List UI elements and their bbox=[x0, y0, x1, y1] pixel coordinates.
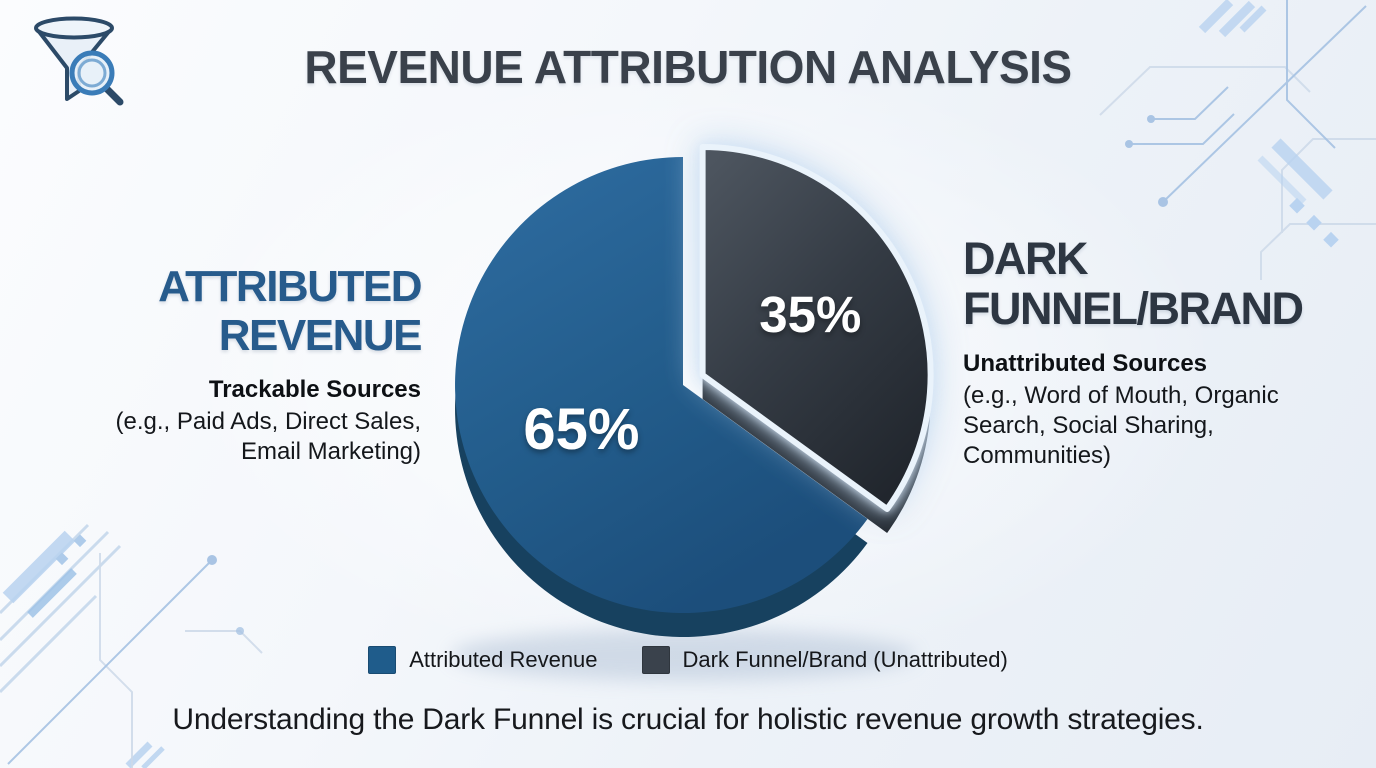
pie-slice-label: 35% bbox=[759, 286, 861, 343]
chart-legend: Attributed Revenue Dark Funnel/Brand (Un… bbox=[0, 646, 1376, 674]
pie-slice-dark-funnel bbox=[699, 144, 934, 512]
circuit-blue-traces bbox=[1129, 0, 1367, 203]
magnifier-handle bbox=[102, 84, 124, 106]
pie-slice-label: 65% bbox=[523, 397, 639, 462]
footer-caption: Understanding the Dark Funnel is crucial… bbox=[172, 703, 1204, 736]
circuit-bars bbox=[1198, 0, 1333, 205]
pie-chart: 65% 35% bbox=[393, 95, 973, 681]
dark-funnel-heading: DARK FUNNEL/BRAND bbox=[963, 233, 1304, 335]
pie-ground-shadow bbox=[451, 629, 915, 681]
circuit-node-dots bbox=[1125, 115, 1168, 207]
page-title: REVENUE ATTRIBUTION ANALYSIS bbox=[304, 41, 1072, 93]
unattributed-sources-subheading: Unattributed Sources bbox=[963, 349, 1208, 377]
funnel-mouth bbox=[34, 16, 114, 40]
trackable-sources-examples: (e.g., Paid Ads, Direct Sales, Email Mar… bbox=[115, 407, 421, 465]
funnel-magnifier-icon bbox=[34, 16, 124, 106]
dark-funnel-panel: DARK FUNNEL/BRAND Unattributed Sources (… bbox=[963, 233, 1335, 471]
trackable-sources-subheading: Trackable Sources bbox=[208, 375, 421, 403]
circuit-dashes bbox=[55, 534, 87, 566]
legend-swatch-dark-funnel bbox=[641, 646, 670, 674]
attributed-revenue-panel: ATTRIBUTED REVENUE Trackable Sources (e.… bbox=[85, 262, 423, 467]
legend-item-dark-funnel: Dark Funnel/Brand (Unattributed) bbox=[641, 646, 1008, 674]
unattributed-sources-examples: (e.g., Word of Mouth, Organic Search, So… bbox=[963, 381, 1279, 470]
legend-label: Dark Funnel/Brand (Unattributed) bbox=[682, 647, 1008, 672]
circuit-node-dots bbox=[207, 555, 244, 635]
magnifier-lens-inner bbox=[77, 58, 107, 88]
pie-slice-attributed bbox=[455, 157, 868, 613]
legend-label: Attributed Revenue bbox=[409, 647, 598, 672]
attributed-revenue-heading: ATTRIBUTED REVENUE bbox=[158, 262, 422, 361]
legend-item-attributed: Attributed Revenue bbox=[368, 646, 598, 674]
legend-swatch-attributed bbox=[368, 646, 397, 674]
